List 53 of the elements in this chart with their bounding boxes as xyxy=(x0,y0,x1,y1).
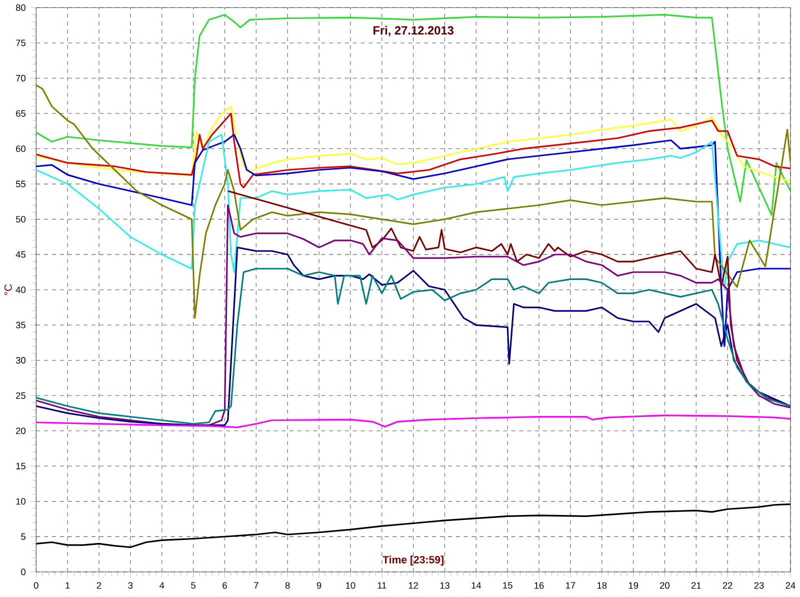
y-tick-label: 0 xyxy=(21,568,26,576)
x-tick-label: 2 xyxy=(96,582,102,589)
y-tick-label: 15 xyxy=(16,463,26,470)
y-tick-label: 80 xyxy=(16,4,26,12)
y-tick-label: 5 xyxy=(21,534,26,540)
x-tick-label: 10 xyxy=(346,582,356,589)
line-series xyxy=(36,134,790,291)
line-series xyxy=(36,134,790,348)
y-tick-label: 55 xyxy=(16,180,26,188)
y-tick-label: 70 xyxy=(16,75,26,82)
x-tick-label: 0 xyxy=(34,582,38,589)
x-tick-label: 17 xyxy=(566,582,576,589)
x-tick-label: 3 xyxy=(128,582,133,589)
x-tick-label: 7 xyxy=(254,582,258,589)
y-tick-label: 45 xyxy=(16,251,26,258)
x-tick-label: 9 xyxy=(316,582,322,589)
x-tick-label: 21 xyxy=(691,582,701,589)
x-tick-label: 13 xyxy=(440,582,450,589)
x-tick-label: 18 xyxy=(597,582,607,589)
x-tick-label: 16 xyxy=(534,582,544,589)
y-tick-label: 10 xyxy=(16,498,26,505)
line-series xyxy=(36,112,790,188)
line-series xyxy=(36,504,790,548)
text: Fri, 27.12.2013 xyxy=(373,26,454,36)
y-axis-title: °C xyxy=(4,284,12,296)
line-series xyxy=(36,414,790,428)
y-tick-label: 25 xyxy=(16,392,26,400)
y-tick-label: 50 xyxy=(16,216,26,223)
y-tick-label: 20 xyxy=(16,428,26,434)
x-tick-label: 22 xyxy=(722,582,732,589)
x-tick-label: 15 xyxy=(503,582,512,589)
x-tick-label: 24 xyxy=(786,582,796,589)
x-tick-label: 20 xyxy=(660,582,670,589)
x-tick-label: 11 xyxy=(378,582,386,589)
y-tick-label: 65 xyxy=(16,110,26,117)
x-tick-label: 19 xyxy=(628,582,638,589)
y-tick-label: 75 xyxy=(16,40,26,46)
y-tick-label: 40 xyxy=(16,286,26,294)
x-axis-title: Time [23:59] xyxy=(382,556,444,566)
line-series xyxy=(36,106,790,183)
x-tick-label: 1 xyxy=(66,582,70,589)
x-tick-label: 8 xyxy=(285,582,290,589)
y-tick-label: 60 xyxy=(16,146,26,152)
x-tick-label: 23 xyxy=(754,582,764,589)
line-series xyxy=(36,14,790,216)
x-tick-label: 12 xyxy=(408,582,418,589)
line-series xyxy=(36,204,790,426)
x-tick-label: 4 xyxy=(160,582,164,589)
x-tick-label: 6 xyxy=(222,582,227,589)
y-tick-label: 35 xyxy=(16,322,26,328)
x-tick-label: 14 xyxy=(472,582,482,589)
y-tick-label: 30 xyxy=(16,357,26,364)
x-tick-label: 5 xyxy=(191,582,196,589)
